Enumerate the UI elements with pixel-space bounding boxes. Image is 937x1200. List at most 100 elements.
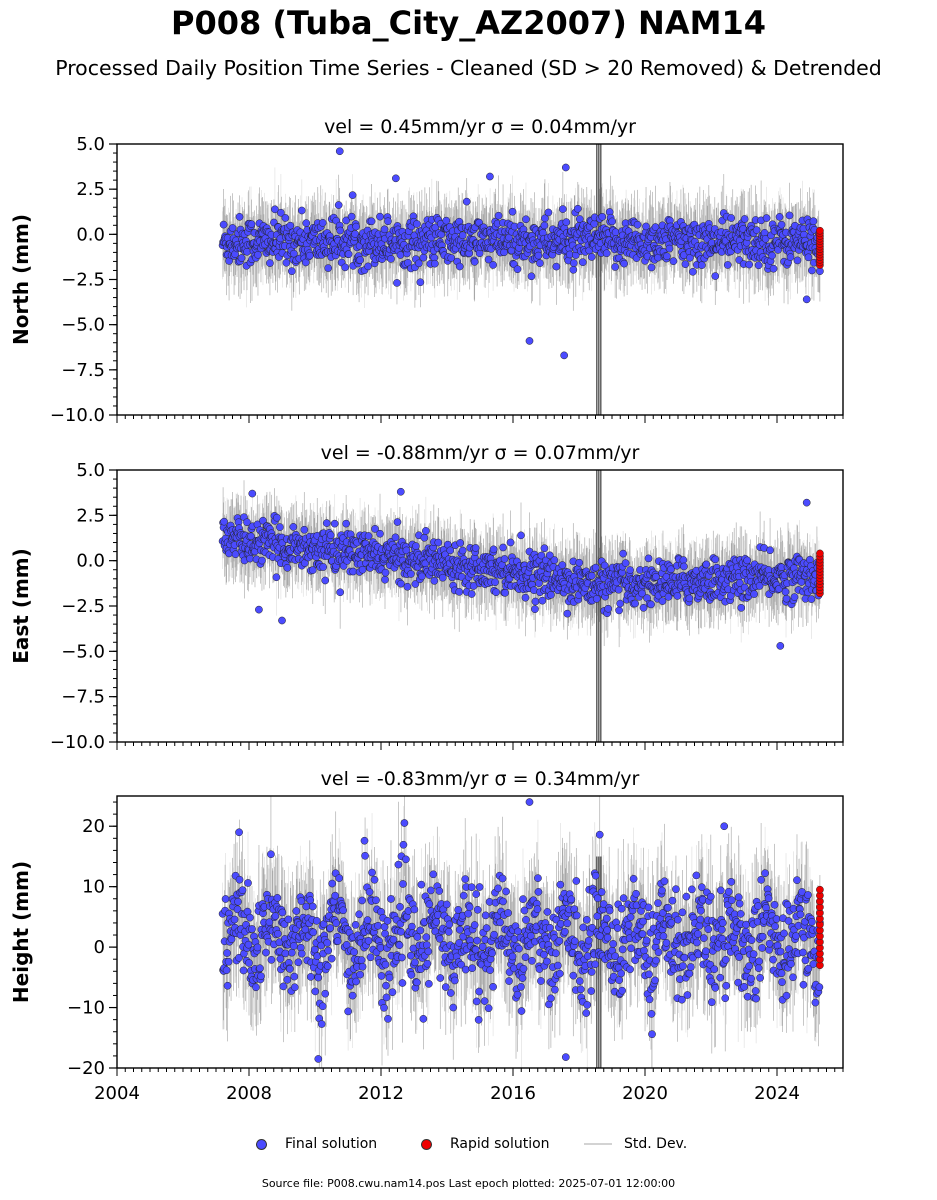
final-point — [462, 197, 471, 206]
final-point — [259, 516, 267, 525]
final-point — [336, 588, 345, 597]
final-point — [324, 264, 333, 272]
final-point — [658, 597, 667, 605]
final-point — [349, 567, 357, 576]
final-point — [430, 576, 439, 585]
final-point — [492, 588, 500, 597]
final-point — [681, 260, 690, 269]
final-point — [500, 555, 509, 563]
final-point — [631, 599, 639, 608]
std-dev-bars — [222, 144, 821, 415]
final-point — [702, 560, 711, 569]
final-point — [745, 260, 754, 269]
final-point — [546, 551, 554, 560]
final-point — [254, 250, 262, 259]
final-point — [663, 252, 671, 261]
final-point — [639, 603, 648, 612]
final-point — [376, 212, 384, 221]
final-point — [300, 525, 309, 534]
final-point — [611, 263, 620, 271]
final-point — [536, 259, 544, 268]
final-point — [499, 543, 507, 552]
final-point — [220, 517, 228, 526]
final-point — [517, 531, 525, 540]
final-point — [638, 589, 646, 598]
final-point — [604, 604, 613, 613]
final-point — [248, 489, 257, 498]
final-point — [777, 220, 786, 229]
final-point — [752, 226, 761, 234]
y-tick-label: −7.5 — [61, 360, 105, 381]
final-point — [287, 267, 296, 276]
final-point — [769, 264, 778, 273]
final-point — [326, 531, 335, 540]
final-point — [743, 556, 752, 565]
final-point — [775, 213, 784, 221]
final-point — [506, 538, 515, 547]
final-point — [621, 559, 630, 567]
final-points — [218, 147, 824, 360]
final-point — [319, 563, 328, 571]
final-point — [393, 518, 402, 526]
final-point — [352, 222, 360, 231]
final-point — [442, 216, 451, 225]
final-point — [305, 251, 314, 260]
final-point — [278, 616, 286, 625]
panel-1: 5.0 2.5 0.0 −2.5 −5.0 −7.5 −10.0 vel = 0.45mm/y… — [9, 116, 844, 426]
final-point — [761, 235, 770, 243]
final-point — [415, 259, 423, 268]
final-point — [781, 587, 790, 596]
final-point — [416, 278, 425, 287]
final-point — [537, 551, 546, 560]
final-point — [790, 593, 799, 601]
final-point — [391, 533, 400, 542]
final-point — [541, 214, 549, 223]
final-point — [673, 592, 682, 600]
final-point — [351, 230, 359, 238]
final-point — [711, 272, 720, 280]
chart-title: P008 (Tuba_City_AZ2007) NAM14 — [171, 4, 766, 42]
final-point — [364, 262, 372, 271]
final-point — [531, 597, 540, 606]
chart-subtitle: Processed Daily Position Time Series - C… — [55, 56, 882, 80]
final-point — [547, 591, 555, 599]
final-point — [420, 533, 429, 542]
y-tick-label: 2.5 — [76, 179, 105, 200]
final-point — [740, 215, 749, 223]
final-point — [680, 562, 688, 571]
final-point — [413, 220, 421, 228]
rapid-point — [816, 549, 824, 558]
final-point — [266, 259, 274, 267]
final-point — [491, 578, 499, 587]
final-point — [616, 599, 624, 608]
final-point — [283, 563, 292, 572]
final-point — [392, 174, 400, 183]
final-points — [218, 487, 824, 650]
final-point — [602, 249, 611, 258]
final-point — [521, 593, 530, 602]
final-point — [723, 261, 732, 269]
final-point — [384, 217, 392, 226]
final-point — [297, 206, 306, 215]
final-point — [569, 265, 578, 274]
final-point — [484, 255, 493, 264]
final-point — [806, 555, 814, 564]
final-point — [419, 253, 428, 262]
plot-area-2 — [218, 470, 824, 742]
final-point — [766, 546, 774, 555]
final-point — [228, 224, 237, 232]
final-point — [626, 566, 634, 574]
final-point — [418, 572, 426, 581]
plot-area-1 — [218, 144, 824, 415]
final-point — [737, 603, 746, 612]
final-point — [620, 259, 628, 268]
final-point — [302, 219, 311, 227]
final-point — [563, 609, 572, 618]
final-point — [809, 217, 818, 226]
final-point — [447, 254, 456, 262]
final-point — [342, 519, 350, 528]
final-point — [402, 546, 411, 555]
final-point — [538, 596, 547, 605]
final-point — [669, 257, 678, 266]
